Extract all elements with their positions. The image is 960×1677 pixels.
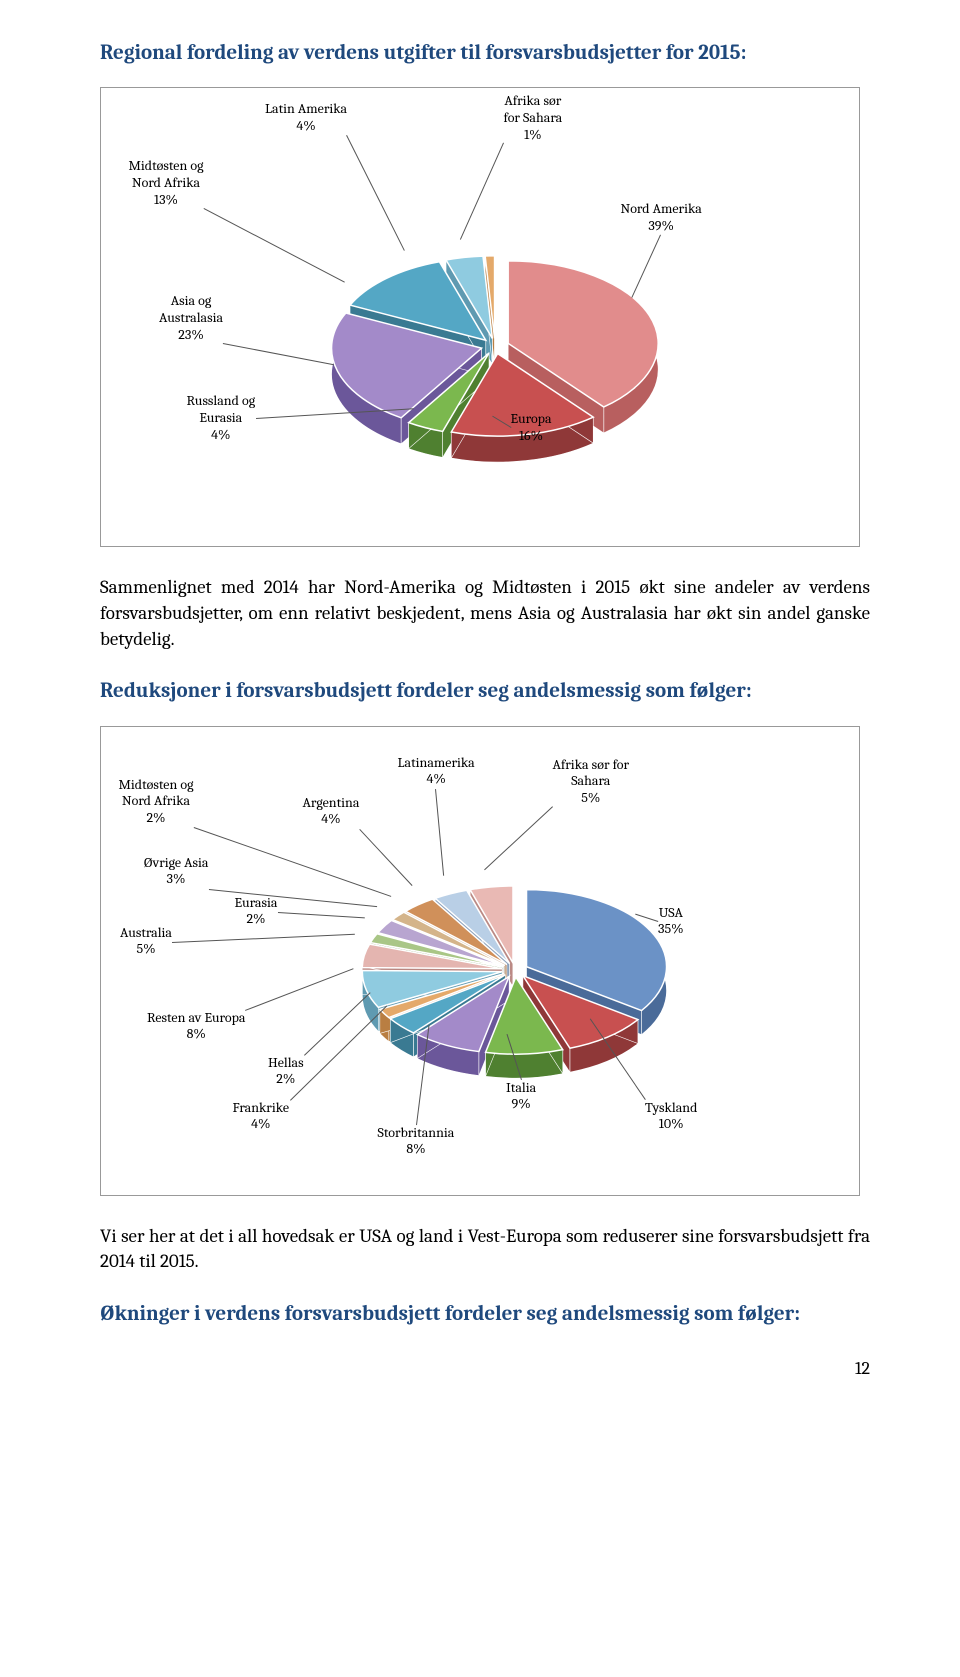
pie-chart-regional-2015: Nord Amerika 39% Europa 16% Russland og Eu… [100, 87, 860, 547]
pie-label: Latinamerika 4% [398, 755, 475, 789]
pie-label: Midtøsten og Nord Afrika 13% [129, 158, 204, 208]
pie-chart-reductions: USA 35% Tyskland 10% Italia 9% Storbritanni… [100, 726, 860, 1196]
pie-label: Afrika sør for Sahara 5% [553, 757, 630, 807]
page-number: 12 [100, 1358, 870, 1379]
section-heading-3: Økninger i verdens forsvarsbudsjett ford… [100, 1301, 870, 1328]
pie-label: Russland og Eurasia 4% [187, 393, 256, 443]
pie-label: Frankrike 4% [233, 1100, 290, 1134]
pie-label: Afrika sør for Sahara 1% [504, 93, 563, 143]
pie-label: Eurasia 2% [235, 895, 278, 929]
pie-label: Hellas 2% [268, 1055, 304, 1089]
section-heading-2: Reduksjoner i forsvarsbudsjett fordeler … [100, 678, 870, 705]
pie-label: Midtøsten og Nord Afrika 2% [119, 777, 194, 827]
pie-label: Latin Amerika 4% [265, 101, 347, 135]
section-heading-1: Regional fordeling av verdens utgifter t… [100, 40, 870, 67]
pie-label: Nord Amerika 39% [621, 201, 702, 235]
pie-label: Asia og Australasia 23% [159, 293, 223, 343]
body-paragraph-1: Sammenlignet med 2014 har Nord-Amerika o… [100, 575, 870, 652]
pie-label: Storbritannia 8% [378, 1125, 455, 1159]
body-paragraph-2: Vi ser her at det i all hovedsak er USA … [100, 1224, 870, 1275]
pie-label: Øvrige Asia 3% [144, 855, 209, 889]
pie-label: Australia 5% [120, 925, 172, 959]
pie-label: USA 35% [658, 905, 684, 939]
pie-label: Tyskland 10% [645, 1100, 697, 1134]
pie-label: Europa 16% [511, 411, 552, 445]
pie-label: Argentina 4% [303, 795, 360, 829]
pie-label: Italia 9% [506, 1080, 536, 1114]
pie-label: Resten av Europa 8% [147, 1010, 245, 1044]
